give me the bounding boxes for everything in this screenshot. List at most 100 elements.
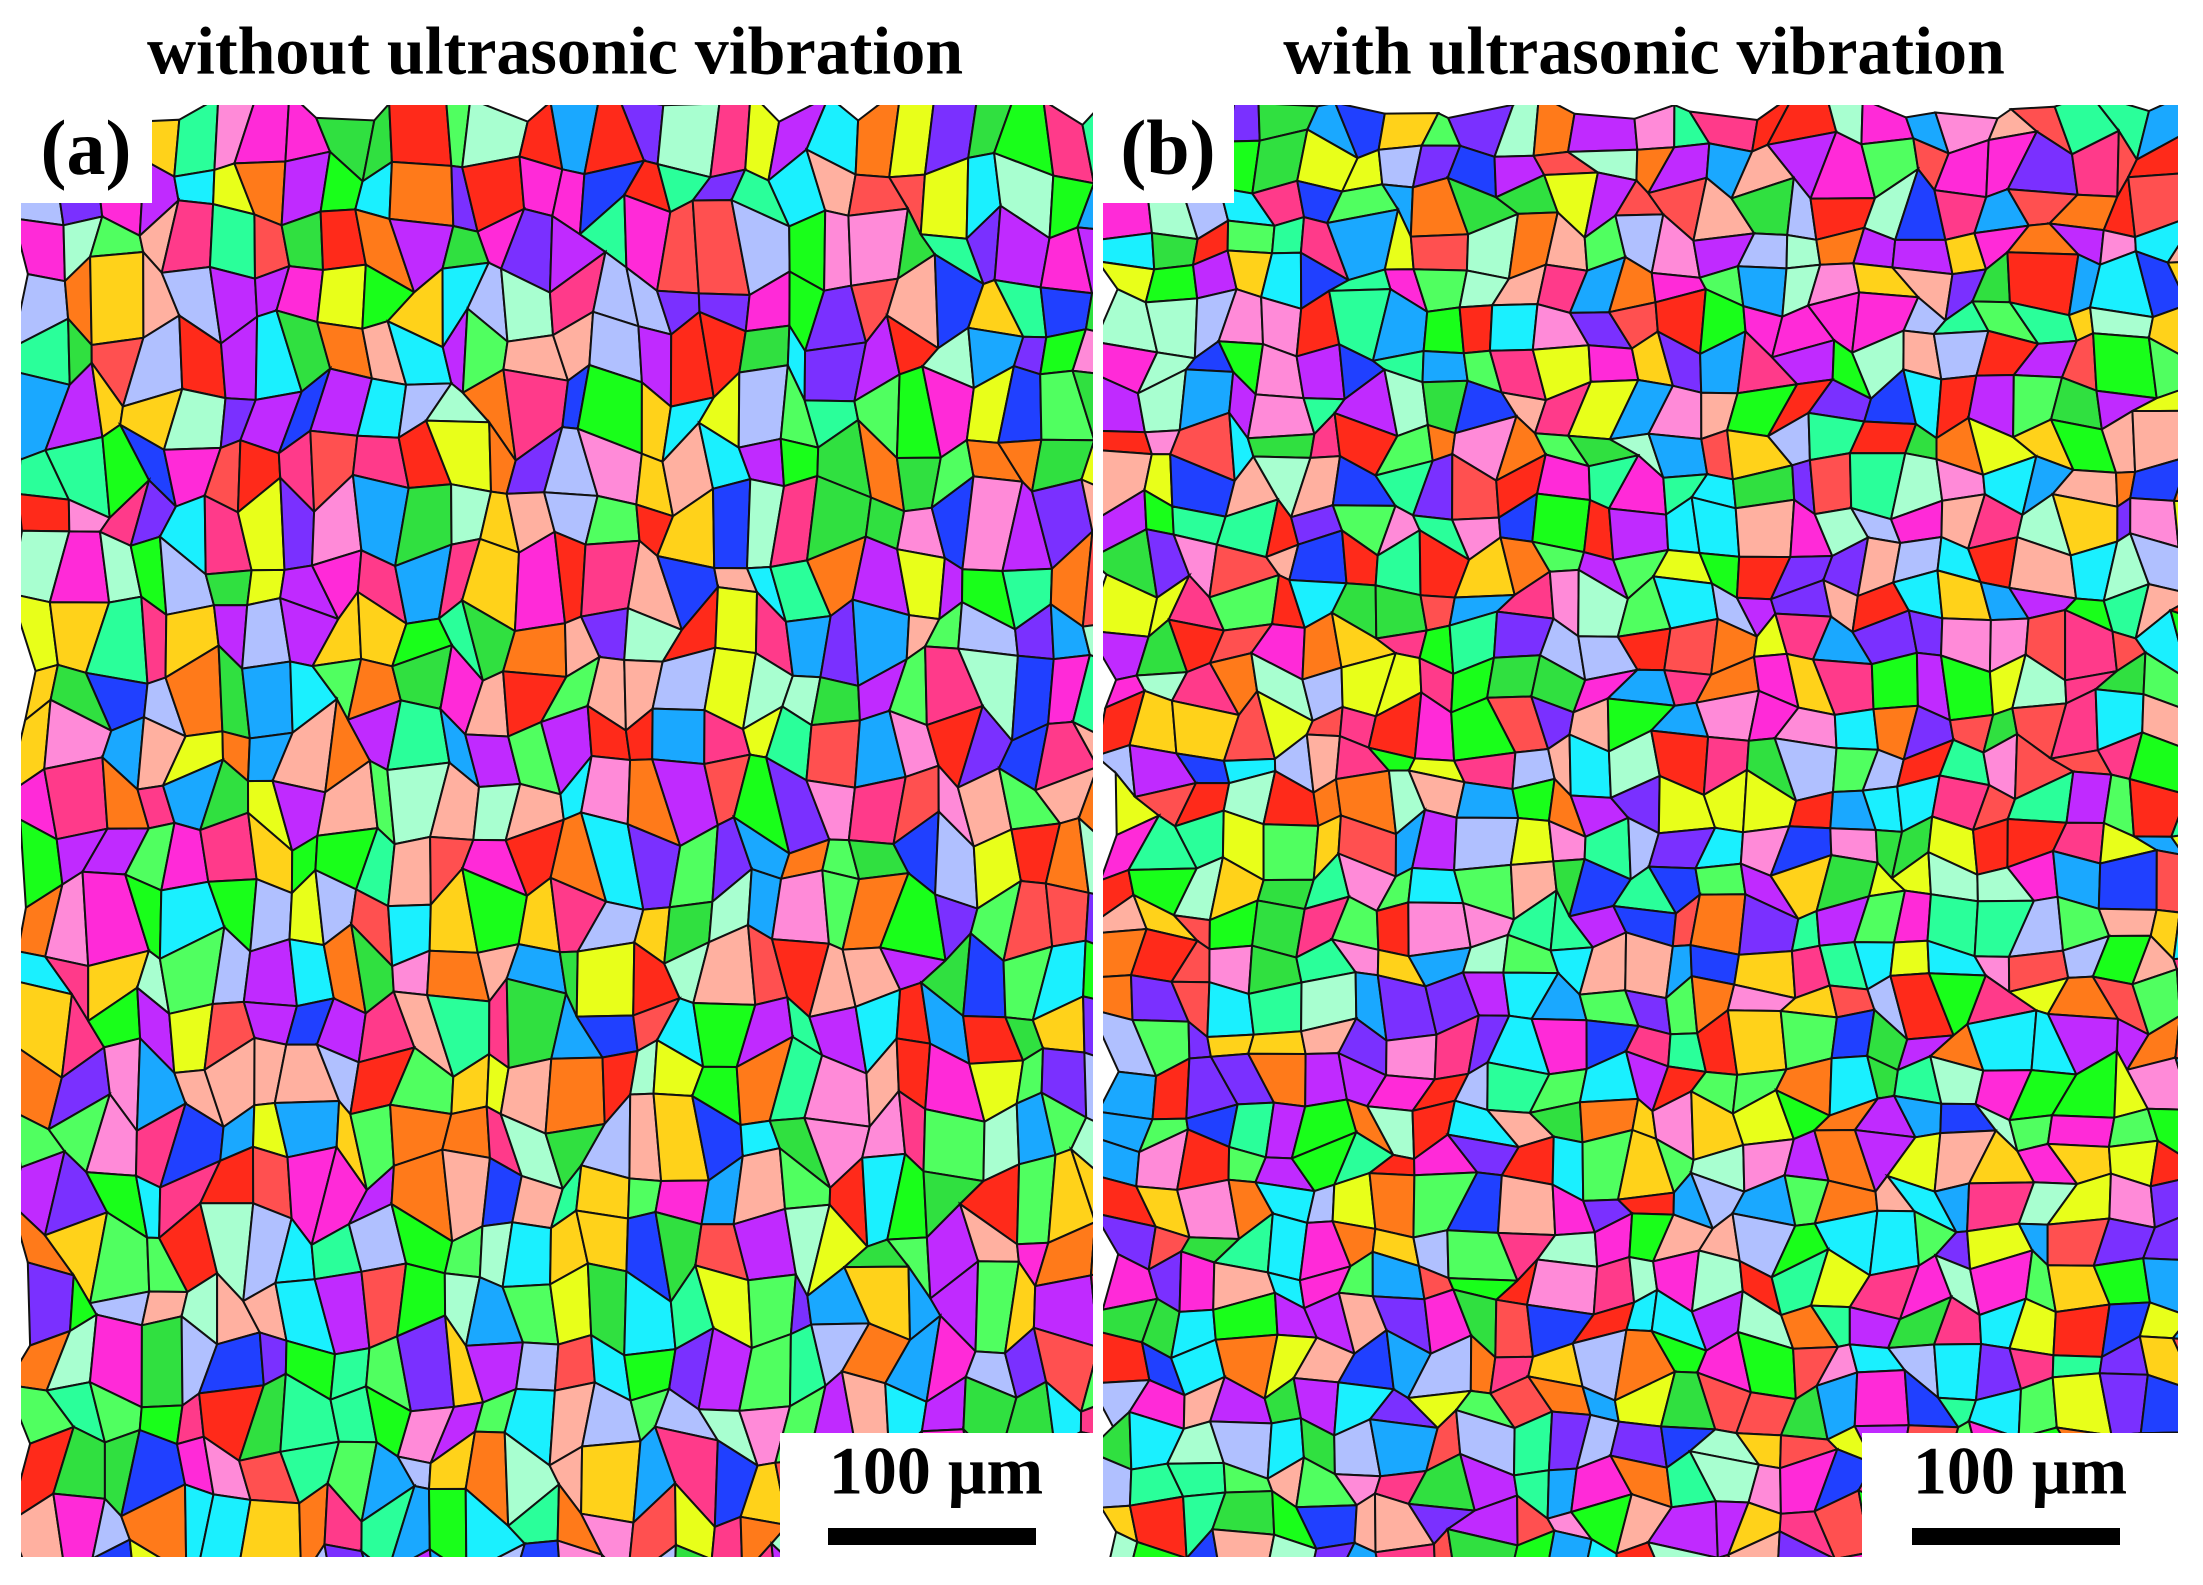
grain	[2185, 680, 2203, 709]
grain	[1246, 433, 1316, 459]
grain	[1084, 292, 1093, 332]
label-box	[21, 105, 152, 203]
grain	[1082, 995, 1093, 1057]
grain	[164, 1570, 218, 1585]
grain	[1587, 344, 1640, 383]
grain	[2134, 608, 2178, 675]
grain	[2170, 1330, 2178, 1340]
grain	[1586, 1537, 1618, 1557]
grain	[21, 218, 66, 283]
grain	[1103, 429, 1154, 456]
grain	[2180, 855, 2203, 916]
grain	[1513, 1529, 1556, 1557]
grain	[1646, 1540, 1719, 1557]
grain	[2180, 305, 2203, 355]
grain	[1422, 306, 1465, 355]
grain	[1368, 1172, 1416, 1239]
grain	[810, 675, 861, 727]
grain	[1313, 1541, 1357, 1557]
grain	[1375, 901, 1410, 958]
grain	[239, 1498, 302, 1557]
grain	[2146, 1107, 2178, 1155]
grain	[1689, 893, 1747, 956]
grain	[1808, 451, 1853, 516]
grain	[2173, 1470, 2178, 1493]
grain	[710, 1515, 743, 1557]
grain	[1150, 231, 1199, 271]
grain	[2179, 98, 2203, 135]
grain	[2128, 731, 2178, 794]
grain	[1929, 1580, 1998, 1585]
grain	[1432, 1526, 1454, 1557]
grain	[1840, 1551, 1872, 1557]
grain	[1971, 817, 2009, 876]
grain	[1071, 328, 1093, 375]
grain	[651, 707, 706, 766]
grain	[1409, 233, 1470, 272]
grain	[199, 1493, 252, 1557]
grain	[2142, 650, 2178, 708]
grain	[1457, 1570, 1519, 1585]
grain	[388, 105, 453, 167]
grain-map	[21, 105, 1093, 1585]
grain	[1076, 226, 1093, 295]
grain	[2147, 335, 2178, 400]
grain	[1069, 1146, 1093, 1219]
grain	[428, 1547, 444, 1557]
grain	[1144, 263, 1199, 304]
grain	[2172, 957, 2178, 972]
grain	[1047, 1147, 1093, 1245]
grain	[2142, 1257, 2178, 1314]
grain	[2174, 1024, 2178, 1060]
grain	[501, 1221, 553, 1289]
grain	[1069, 1116, 1093, 1170]
grain	[1566, 112, 1639, 153]
grain	[2125, 1056, 2178, 1111]
grain	[239, 1566, 301, 1585]
grain	[2149, 1179, 2178, 1230]
grain	[2184, 131, 2203, 174]
scale-bar	[1912, 1528, 2120, 1545]
grain	[21, 493, 71, 533]
grain	[496, 1541, 527, 1557]
grain	[2172, 917, 2178, 961]
grain	[674, 1480, 716, 1557]
grain	[1346, 1541, 1378, 1557]
grain	[2183, 1260, 2203, 1317]
grain	[823, 209, 853, 292]
grain	[1044, 882, 1090, 948]
grain	[1933, 1342, 1983, 1402]
panel-title: without ultrasonic vibration	[147, 13, 963, 89]
grain	[1268, 1533, 1318, 1557]
grain	[427, 1487, 468, 1557]
grain	[2128, 777, 2178, 838]
grain	[1262, 823, 1320, 882]
grain	[711, 477, 752, 570]
scale-bar	[828, 1528, 1036, 1545]
grain	[1226, 219, 1276, 255]
grain	[758, 1541, 774, 1557]
grain	[580, 1439, 642, 1524]
grain	[1633, 105, 1676, 151]
grain	[204, 569, 253, 607]
grain	[89, 250, 145, 347]
label-box	[1103, 105, 1234, 203]
grain	[198, 1566, 263, 1585]
grain	[1777, 1529, 1834, 1557]
grain	[674, 1543, 709, 1557]
grain	[2092, 332, 2158, 400]
grain	[2180, 734, 2203, 795]
grain	[1032, 1274, 1093, 1347]
grain	[2169, 608, 2178, 643]
grain	[43, 756, 109, 841]
grain	[1421, 349, 1469, 384]
grain	[92, 1556, 94, 1557]
grain	[1734, 498, 1796, 559]
grain	[1663, 617, 1719, 676]
grain	[1082, 939, 1093, 1000]
grain	[1132, 1540, 1187, 1557]
grain	[770, 1540, 788, 1557]
grain	[1727, 1529, 1781, 1557]
grain	[52, 1492, 107, 1557]
